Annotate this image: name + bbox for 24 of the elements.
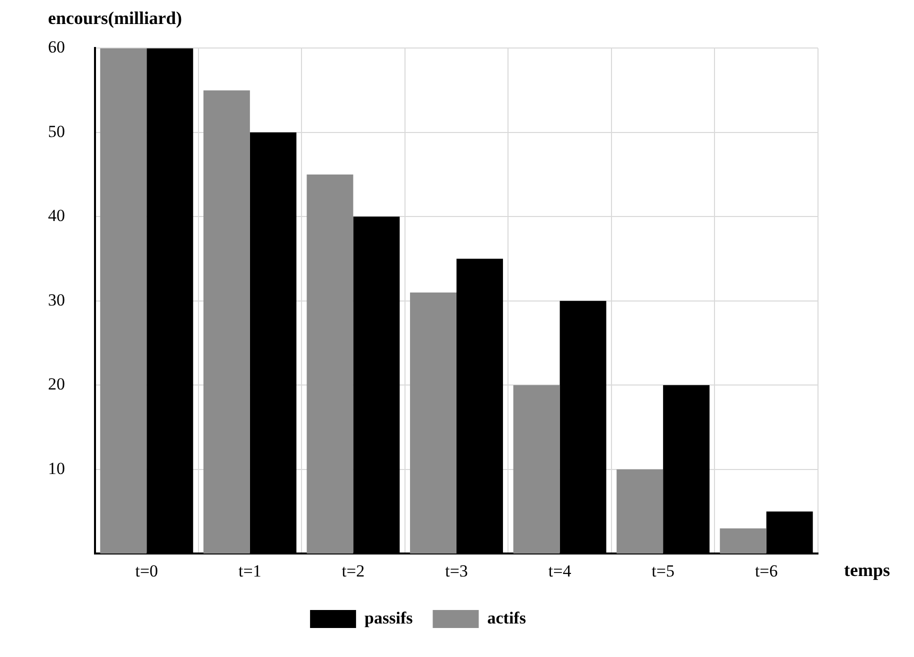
legend-label: actifs [487,608,526,628]
x-tick-label: t=5 [652,561,674,580]
y-tick-label: 10 [48,458,65,478]
x-tick-label: t=0 [135,561,158,580]
x-tick-label: t=4 [548,561,572,580]
y-tick-label: 60 [48,38,65,57]
legend-label: passifs [364,608,414,628]
y-tick-label: 30 [48,290,65,310]
x-tick-label: t=6 [754,561,778,580]
bar [616,469,664,554]
y-tick-label: 20 [48,374,65,394]
bar [410,292,456,554]
y-axis-title: encours(milliard) [48,8,182,29]
bar [100,48,147,554]
y-tick-label: 40 [48,206,65,226]
bar [203,90,250,554]
x-axis-title: temps [844,560,890,581]
y-tick-label: 50 [48,122,65,141]
x-tick-label: t=1 [238,561,262,580]
bar [720,528,766,554]
bar [513,385,560,554]
bar [306,174,354,554]
x-tick-label: t=3 [445,561,468,580]
x-tick-label: t=2 [342,561,365,580]
